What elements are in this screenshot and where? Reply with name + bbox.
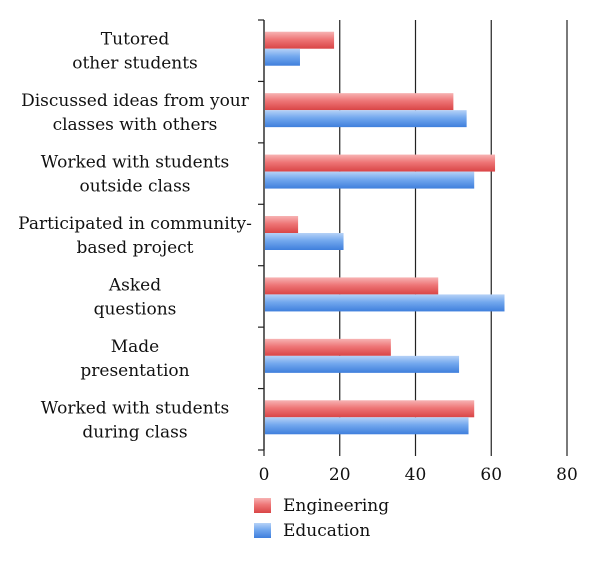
bar-engineering-4 xyxy=(265,277,439,295)
legend-swatch-engineering xyxy=(254,498,271,513)
bar-education-1 xyxy=(265,110,467,128)
x-tick-label-60: 60 xyxy=(480,465,502,485)
x-tick-label-0: 0 xyxy=(259,465,270,485)
bar-education-4 xyxy=(265,294,505,312)
category-label-0: Tutored other students xyxy=(72,30,198,74)
bar-engineering-1 xyxy=(265,93,454,111)
legend: Engineering Education xyxy=(254,496,389,541)
x-tick-label-20: 20 xyxy=(329,465,351,485)
legend-label-engineering: Engineering xyxy=(283,496,389,516)
x-tick-label-80: 80 xyxy=(556,465,578,485)
category-label-2: Worked with students outside class xyxy=(41,153,229,197)
bar-engineering-0 xyxy=(265,31,335,49)
category-label-1: Discussed ideas from your classes with ot… xyxy=(21,91,250,135)
bar-education-2 xyxy=(265,171,475,189)
bar-education-6 xyxy=(265,417,469,435)
legend-swatch-education xyxy=(254,523,271,538)
bar-engineering-5 xyxy=(265,338,391,356)
category-label-6: Worked with students during class xyxy=(41,398,229,442)
bar-engineering-3 xyxy=(265,216,299,233)
bar-education-3 xyxy=(265,233,344,250)
bars xyxy=(265,31,505,435)
bar-engineering-6 xyxy=(265,400,475,418)
bar-engineering-2 xyxy=(265,154,496,172)
category-label-4: Asked questions xyxy=(94,275,177,319)
x-tick-label-40: 40 xyxy=(405,465,427,485)
axes xyxy=(258,19,568,456)
legend-label-education: Education xyxy=(283,521,370,541)
bar-education-5 xyxy=(265,355,460,373)
x-tick-labels: 0 20 40 60 80 xyxy=(259,465,578,485)
category-labels: Tutored other students Discussed ideas fro… xyxy=(18,30,252,443)
category-label-5: Made presentation xyxy=(80,337,189,381)
category-label-3: Participated in community-based project xyxy=(18,214,252,258)
bar-education-0 xyxy=(265,48,300,66)
grid-lines xyxy=(339,20,568,450)
